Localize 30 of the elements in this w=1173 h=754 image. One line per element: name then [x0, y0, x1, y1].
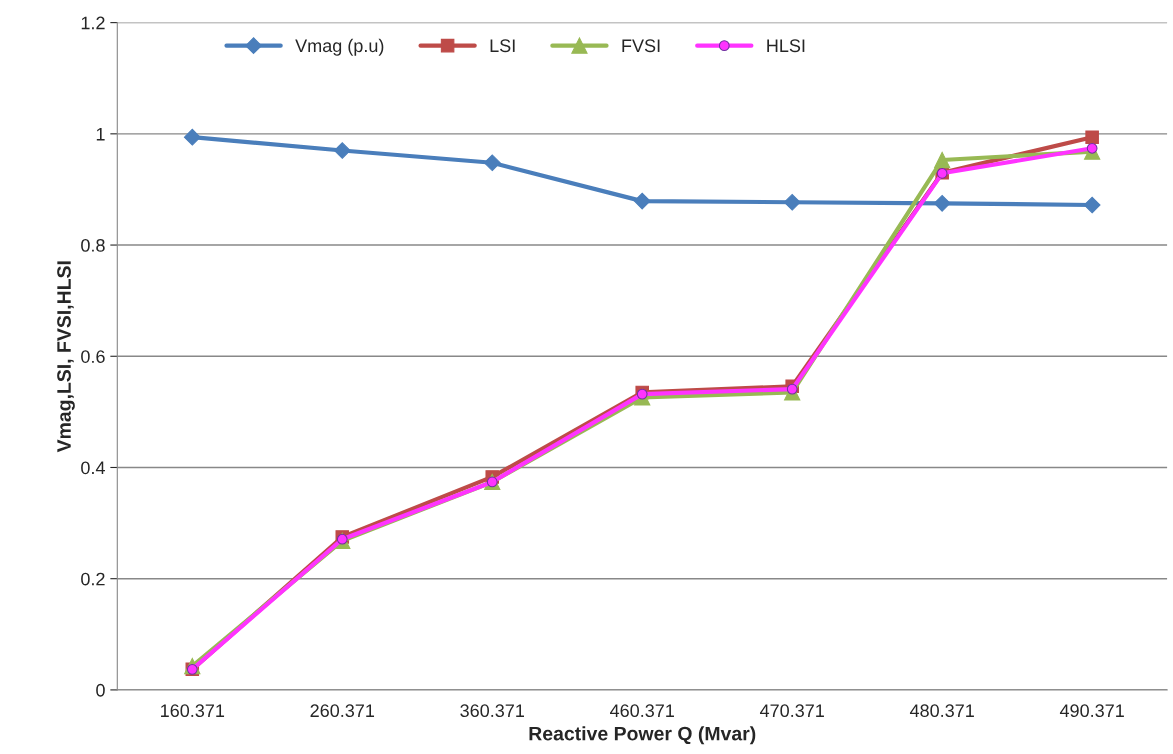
legend-label: Vmag (p.u) — [295, 38, 384, 56]
x-tick-label: 490.371 — [1059, 704, 1124, 718]
point — [934, 151, 951, 169]
x-tick-label: 470.371 — [759, 704, 824, 718]
y-tick-label: 0.8 — [81, 238, 105, 252]
legend-label: FVSI — [622, 39, 660, 53]
y-tick-label: 0.2 — [81, 572, 105, 586]
point — [183, 128, 201, 146]
point — [1085, 130, 1099, 144]
point — [483, 154, 501, 172]
x-tick-label: 460.371 — [610, 704, 674, 718]
x-tick-label: 260.371 — [310, 704, 375, 718]
x-tick-label: 480.371 — [909, 704, 974, 718]
point — [633, 192, 651, 210]
point — [1086, 142, 1098, 154]
point — [333, 142, 351, 159]
y-tick-label: 1 — [96, 127, 105, 141]
y-tick-label: 0.6 — [81, 350, 105, 363]
y-tick-label: 0.4 — [81, 461, 105, 475]
point — [783, 193, 801, 211]
y-tick-label: 1.2 — [81, 16, 105, 30]
x-tick-label: 360.371 — [460, 704, 524, 718]
legend-label: HLSI — [767, 39, 805, 53]
y-tick-label: 0 — [96, 683, 105, 697]
x-axis-title: Reactive Power Q (Mvar) — [529, 726, 756, 745]
y-axis-title: Vmag,LSI, FVSI,HLSI — [57, 261, 75, 453]
point — [933, 194, 951, 212]
point — [1083, 196, 1101, 214]
legend-label: LSI — [490, 39, 515, 53]
x-tick-label: 160.371 — [161, 704, 225, 718]
